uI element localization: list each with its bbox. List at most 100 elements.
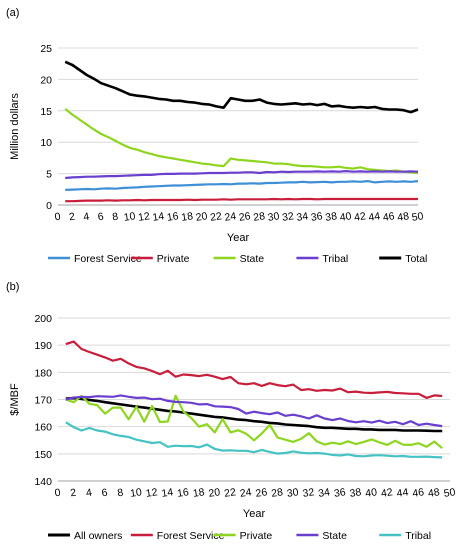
y-tick-label: 10 [40,137,52,149]
panel-b-legend: All owners Forest Service Private State Trib… [48,530,431,542]
x-tick-label: 30 [267,210,280,224]
legend-item: State [296,530,347,542]
x-tick-label: 20 [208,486,221,500]
x-tick-label: 2 [68,211,76,224]
panel-a-y-tick-labels: 0 5 10 15 20 25 [40,43,52,212]
legend-item: Private [213,530,273,542]
y-tick-label: 25 [40,43,52,55]
legend-label: State [322,530,347,542]
y-tick-label: 20 [40,74,52,86]
panel-a-series-lines [64,60,419,203]
legend-label: Tribal [322,253,348,265]
y-tick-label: 15 [40,106,52,118]
x-tick-label: 36 [333,486,346,500]
x-tick-label: 4 [85,487,93,500]
x-tick-label: 42 [380,486,393,500]
x-tick-label: 38 [325,210,338,224]
x-tick-label: 26 [255,486,268,500]
x-tick-label: 16 [166,210,179,224]
x-tick-label: 38 [349,486,362,500]
panel-a-label: (a) [6,7,19,19]
series-line-private [65,197,418,203]
x-tick-label: 2 [70,487,78,500]
panel-b-gridlines [58,317,450,455]
x-tick-label: 44 [396,486,409,500]
legend-label: Private [240,530,273,542]
panel-b-x-axis-title: Year [243,508,266,520]
series-line-forest-service [65,340,443,399]
legend-label: Tribal [405,530,431,542]
x-tick-label: 6 [101,487,109,500]
x-tick-label: 24 [239,486,252,500]
legend-item: Tribal [379,530,431,542]
x-tick-label: 42 [353,210,366,224]
y-tick-label: 0 [46,200,52,212]
x-tick-label: 10 [123,210,136,224]
x-tick-label: 0 [54,487,62,500]
legend-item: Forest Service [48,253,142,265]
x-tick-label: 40 [339,210,352,224]
series-line-forest-service [65,180,419,191]
x-tick-label: 28 [253,210,266,224]
panel-a-x-tick-labels: 0 2 4 6 8 10 12 14 16 18 20 22 24 26 28 30 32 34 36 38 40 42 4… [54,210,425,224]
series-line-state [64,108,419,175]
x-tick-label: 8 [111,211,119,224]
x-tick-label: 36 [310,210,323,224]
x-tick-label: 22 [223,486,236,500]
y-tick-label: 150 [34,449,52,461]
panel-b-series-lines [65,340,443,459]
x-tick-label: 24 [224,210,237,224]
x-tick-label: 6 [97,211,105,224]
x-tick-label: 30 [286,486,299,500]
series-line-state [65,394,443,428]
y-tick-label: 140 [34,476,52,488]
x-tick-label: 10 [129,486,142,500]
x-tick-label: 32 [302,486,315,500]
x-tick-label: 22 [209,210,222,224]
series-line-tribal [65,170,419,180]
y-tick-label: 5 [46,169,52,181]
x-tick-label: 28 [270,486,283,500]
y-tick-label: 200 [34,313,52,325]
legend-item: State [213,253,265,265]
legend-item: Forest Service [130,530,225,542]
x-tick-label: 14 [161,486,174,500]
x-tick-label: 48 [427,486,440,500]
x-tick-label: 34 [296,210,309,224]
panel-b-label: (b) [6,281,19,293]
y-tick-label: 170 [34,395,52,407]
x-tick-label: 50 [443,486,456,500]
x-tick-label: 32 [281,210,294,224]
x-tick-label: 40 [365,486,378,500]
series-line-tribal [65,421,443,459]
panel-b-y-axis-title: $/MBF [9,383,21,416]
x-tick-label: 50 [411,210,424,224]
x-tick-label: 8 [117,487,125,500]
legend-item: Tribal [296,253,348,265]
legend-item: Private [130,253,190,265]
panel-a-y-axis-title: Million dollars [9,93,21,160]
x-tick-label: 44 [368,210,381,224]
legend-item: Total [379,253,427,265]
panel-b-x-tick-labels: 0 2 4 6 8 10 12 14 16 18 20 22 24 26 28 30 32 34 36 38 40 42 4… [54,486,457,500]
x-tick-label: 18 [181,210,194,224]
x-tick-label: 26 [238,210,251,224]
series-line-all-owners [65,396,443,433]
panel-a-x-axis-title: Year [227,232,250,244]
x-tick-label: 46 [382,210,395,224]
y-tick-label: 190 [34,340,52,352]
x-tick-label: 4 [83,211,91,224]
legend-label: State [240,253,265,265]
y-tick-label: 160 [34,422,52,434]
x-tick-label: 14 [152,210,165,224]
x-tick-label: 20 [195,210,208,224]
x-tick-label: 18 [192,486,205,500]
x-tick-label: 12 [137,210,150,224]
panel-b-y-tick-labels: 140 150 160 170 180 190 200 [34,313,52,488]
x-tick-label: 0 [54,211,62,224]
x-tick-label: 16 [176,486,189,500]
series-line-total [64,60,419,114]
